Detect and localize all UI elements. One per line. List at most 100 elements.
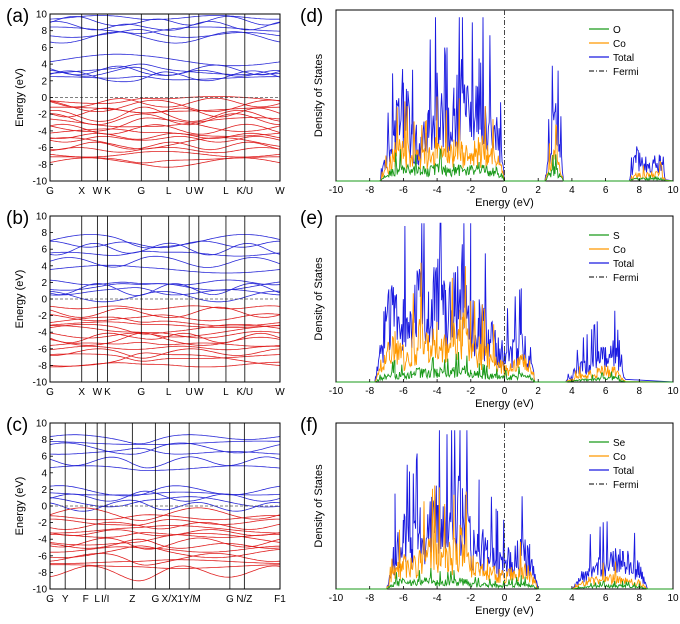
x-tick-label: -8: [365, 386, 374, 397]
conduction-band-line: [49, 442, 281, 455]
valence-band-line: [49, 316, 281, 327]
conduction-band-line: [49, 281, 281, 291]
conduction-band-line: [49, 491, 281, 496]
x-tick-label: 4: [569, 593, 575, 604]
valence-band-line: [49, 150, 281, 158]
valence-band-line: [50, 559, 281, 564]
y-tick-label: 0: [41, 295, 47, 306]
y-tick-label: 8: [41, 26, 47, 37]
kpoint-label: X: [78, 186, 85, 197]
y-tick-label: -8: [38, 361, 47, 372]
x-tick-label: 0: [502, 386, 508, 397]
x-axis-label: Energy (eV): [475, 398, 534, 410]
panel-label: (c): [6, 415, 28, 436]
conduction-band-line: [49, 264, 281, 274]
valence-bands: [49, 507, 281, 582]
valence-bands: [49, 305, 281, 368]
conduction-band-line: [49, 496, 281, 508]
x-tick-label: 4: [569, 386, 575, 397]
conduction-band-line: [50, 440, 281, 445]
legend-label: Fermi: [613, 67, 639, 78]
conduction-band-line: [50, 447, 281, 455]
conduction-band-line: [49, 63, 281, 76]
x-tick-label: 6: [603, 185, 609, 196]
x-tick-label: -2: [466, 386, 475, 397]
kpoint-label: L: [223, 387, 229, 398]
conduction-band-line: [49, 28, 281, 38]
kpoint-label: G: [137, 387, 145, 398]
valence-band-line: [50, 353, 281, 362]
valence-band-line: [50, 545, 281, 553]
y-tick-label: -10: [33, 378, 48, 389]
dos-panel-d: -10 -8 -6 -4 -2 0 2 4 6 8 10 Energy (eV) Density of …: [300, 6, 679, 209]
y-tick-label: 0: [41, 93, 47, 104]
conduction-band-line: [49, 465, 281, 472]
valence-band-line: [49, 132, 281, 140]
x-tick-label: 10: [667, 593, 679, 604]
valence-band-line: [49, 537, 281, 550]
conduction-band-line: [49, 234, 281, 249]
legend-label: Fermi: [613, 480, 639, 491]
valence-band-line: [49, 521, 281, 530]
valence-band-line: [49, 141, 281, 151]
y-tick-label: -4: [38, 126, 47, 137]
kpoint-label: L: [94, 594, 100, 605]
kpoint-label: F1: [274, 594, 286, 605]
y-tick-label: -2: [38, 518, 47, 529]
x-axis-label: Energy (eV): [475, 605, 534, 617]
panel-label: (e): [300, 208, 323, 229]
conduction-band-line: [49, 290, 281, 303]
conduction-bands: [49, 234, 281, 303]
kpoint-label: F: [83, 594, 89, 605]
x-tick-label: 0: [502, 185, 508, 196]
y-axis-label: Density of States: [313, 464, 325, 548]
kpoint-label: Z: [129, 594, 135, 605]
conduction-band-line: [49, 15, 281, 21]
valence-band-line: [49, 106, 281, 122]
valence-band-line: [49, 137, 281, 150]
kpoint-label: 1Y/M: [177, 594, 200, 605]
legend-label: Total: [613, 53, 634, 64]
conduction-band-line: [49, 242, 281, 256]
kpoint-label: W: [275, 186, 285, 197]
kpoint-label: N/Z: [236, 594, 252, 605]
x-tick-label: -10: [329, 593, 344, 604]
valence-band-line: [49, 135, 281, 143]
y-axis-label: Energy (eV): [14, 477, 26, 536]
conduction-band-line: [49, 64, 281, 76]
x-tick-label: -10: [329, 386, 344, 397]
y-tick-label: -10: [33, 177, 48, 188]
valence-band-line: [50, 361, 280, 368]
valence-band-line: [49, 97, 281, 108]
valence-band-line: [49, 157, 281, 168]
x-tick-label: 8: [637, 185, 643, 196]
conduction-band-line: [49, 15, 281, 26]
x-tick-label: -8: [365, 593, 374, 604]
legend-label: Co: [613, 39, 626, 50]
kpoint-label: K/U: [236, 186, 253, 197]
valence-band-line: [49, 146, 281, 154]
y-tick-label: 10: [36, 212, 48, 223]
x-tick-label: 10: [667, 386, 679, 397]
conduction-band-line: [49, 485, 281, 497]
legend: Se Co Total Fermi: [589, 438, 639, 491]
valence-band-line: [49, 323, 281, 335]
x-tick-label: -6: [399, 185, 408, 196]
x-tick-label: -4: [433, 185, 442, 196]
valence-band-line: [50, 525, 280, 534]
kpoint-label: X/X: [162, 594, 178, 605]
kpoint-label: G: [46, 387, 54, 398]
conduction-band-line: [49, 255, 281, 268]
x-tick-label: 6: [603, 386, 609, 397]
panel-label: (a): [6, 6, 29, 27]
panel-label: (f): [300, 415, 318, 436]
y-tick-label: 8: [41, 435, 47, 446]
valence-band-line: [49, 99, 281, 112]
dos-series-o: [336, 147, 674, 182]
conduction-bands: [49, 15, 281, 83]
valence-band-line: [49, 321, 281, 329]
y-axis-label: Density of States: [313, 53, 325, 137]
legend-label: Se: [613, 438, 626, 449]
conduction-band-line: [49, 287, 281, 296]
kpoint-label: W: [275, 387, 285, 398]
